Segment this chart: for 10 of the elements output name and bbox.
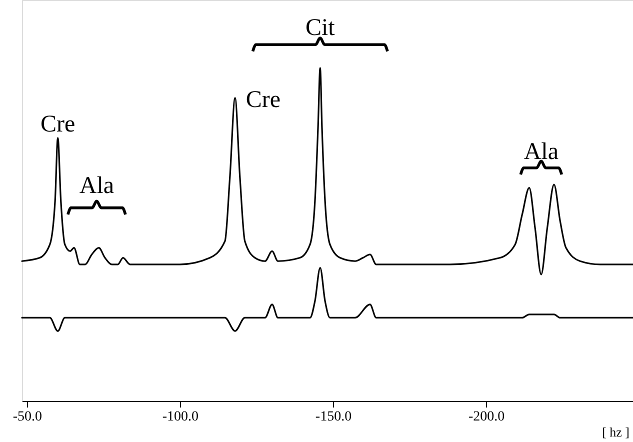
x-tick-label: -200.0 [468,410,505,424]
x-tick-label: -100.0 [162,410,199,424]
x-tick-label: -50.0 [12,410,42,424]
annotation: Ala [524,138,559,165]
annotation: Cre [246,86,281,113]
annotation: Cre [40,112,76,138]
x-axis-title: [ hz ] [602,424,630,440]
annotation: Ala [79,172,114,199]
annotation: Cit [305,14,336,41]
x-tick-label: -150.0 [315,410,352,424]
